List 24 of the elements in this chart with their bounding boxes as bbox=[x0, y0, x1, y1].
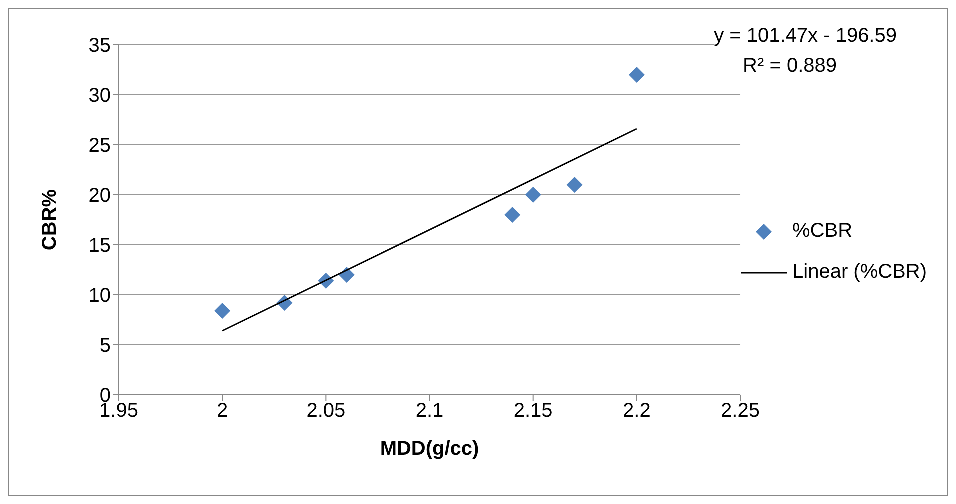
y-tick-label: 25 bbox=[88, 135, 111, 158]
text: R² = 0.889 bbox=[743, 55, 837, 78]
x-tick-label: 2.05 bbox=[306, 400, 346, 422]
legend-label: %CBR bbox=[792, 220, 853, 243]
x-axis-title: MDD(g/cc) bbox=[380, 438, 480, 460]
point bbox=[214, 303, 231, 319]
y-tick-label: 20 bbox=[88, 185, 111, 208]
point bbox=[628, 67, 645, 83]
y-tick-label: 15 bbox=[88, 235, 111, 258]
y-tick-label: 10 bbox=[88, 285, 111, 308]
x-tick-label: 2.25 bbox=[721, 400, 760, 422]
x-tick-label: 2.15 bbox=[514, 400, 553, 422]
legend-label: Linear (%CBR) bbox=[792, 261, 927, 284]
x-tick-label: 2.1 bbox=[416, 400, 444, 422]
x-tick-label: 2 bbox=[217, 400, 228, 422]
point bbox=[525, 187, 542, 203]
y-tick-label: 5 bbox=[100, 335, 111, 358]
y-axis-title: CBR% bbox=[39, 189, 62, 251]
y-tick-label: 30 bbox=[88, 85, 111, 108]
annotation: y = 101.47x - 196.59 bbox=[714, 25, 897, 48]
x-tick-label: 2.2 bbox=[623, 400, 651, 422]
point bbox=[504, 207, 521, 223]
y-tick-label: 35 bbox=[88, 35, 111, 58]
point bbox=[566, 177, 583, 193]
